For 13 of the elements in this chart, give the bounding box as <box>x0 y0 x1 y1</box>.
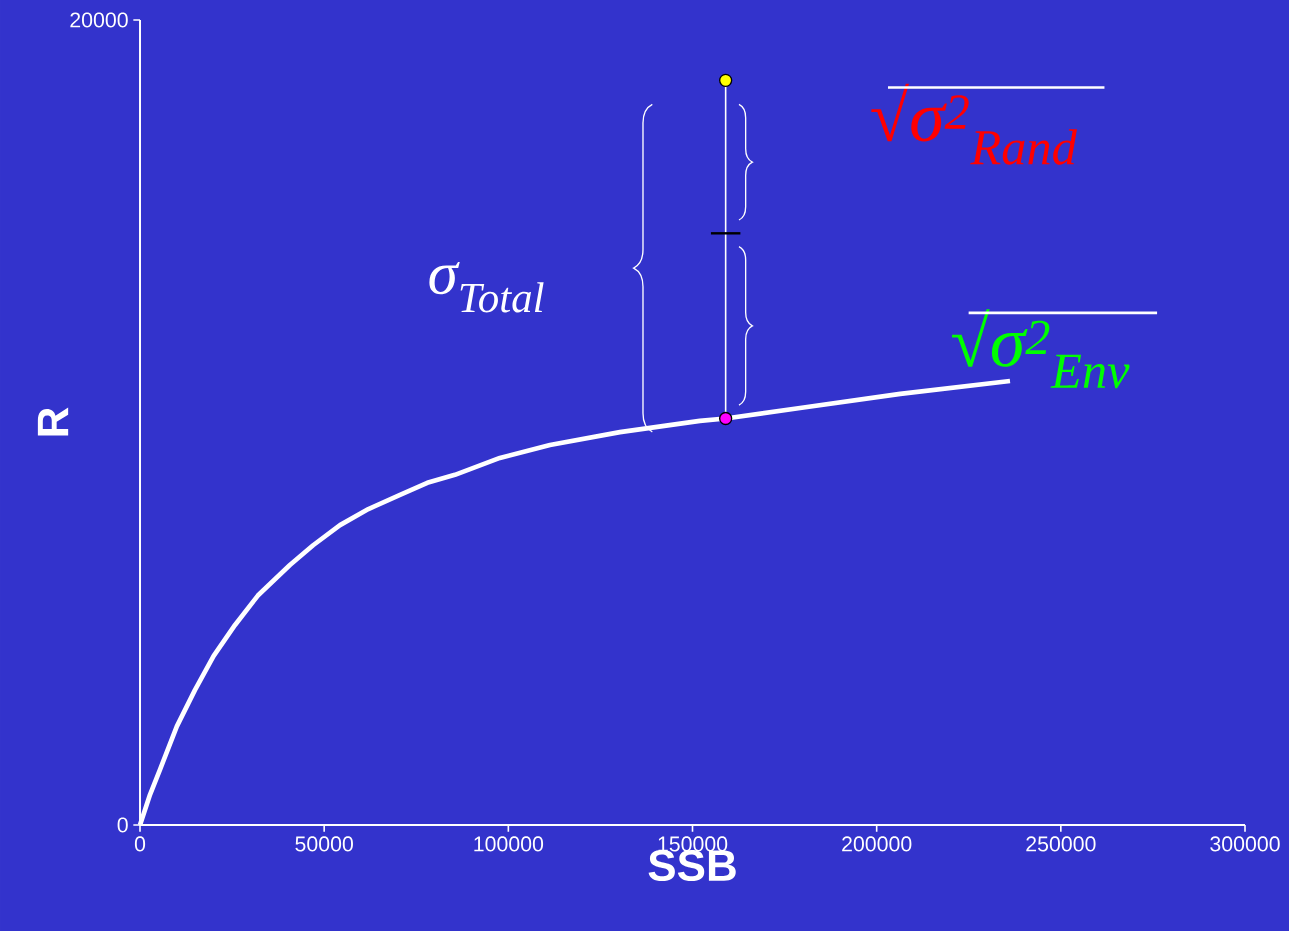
annotation: σ$_{Total}$ <box>429 262 544 313</box>
x-tick-label: 200000 <box>842 836 912 852</box>
x-tick-label: 150000 <box>658 836 728 852</box>
x-tick-label: 100000 <box>474 836 544 852</box>
x-tick-label: 50000 <box>295 836 353 852</box>
x-tick-label: 300000 <box>1210 836 1280 852</box>
x-tick-label: 0 <box>134 836 146 852</box>
x-axis-title: SSB <box>648 849 736 882</box>
y-axis-title: R <box>37 407 69 436</box>
y-tick-label: 20000 <box>70 12 128 28</box>
annotation: √σ$^{2}$Env <box>952 309 1130 389</box>
annotation: √σ$^{2}$Rand <box>871 83 1077 165</box>
x-tick-label: 250000 <box>1026 836 1096 852</box>
